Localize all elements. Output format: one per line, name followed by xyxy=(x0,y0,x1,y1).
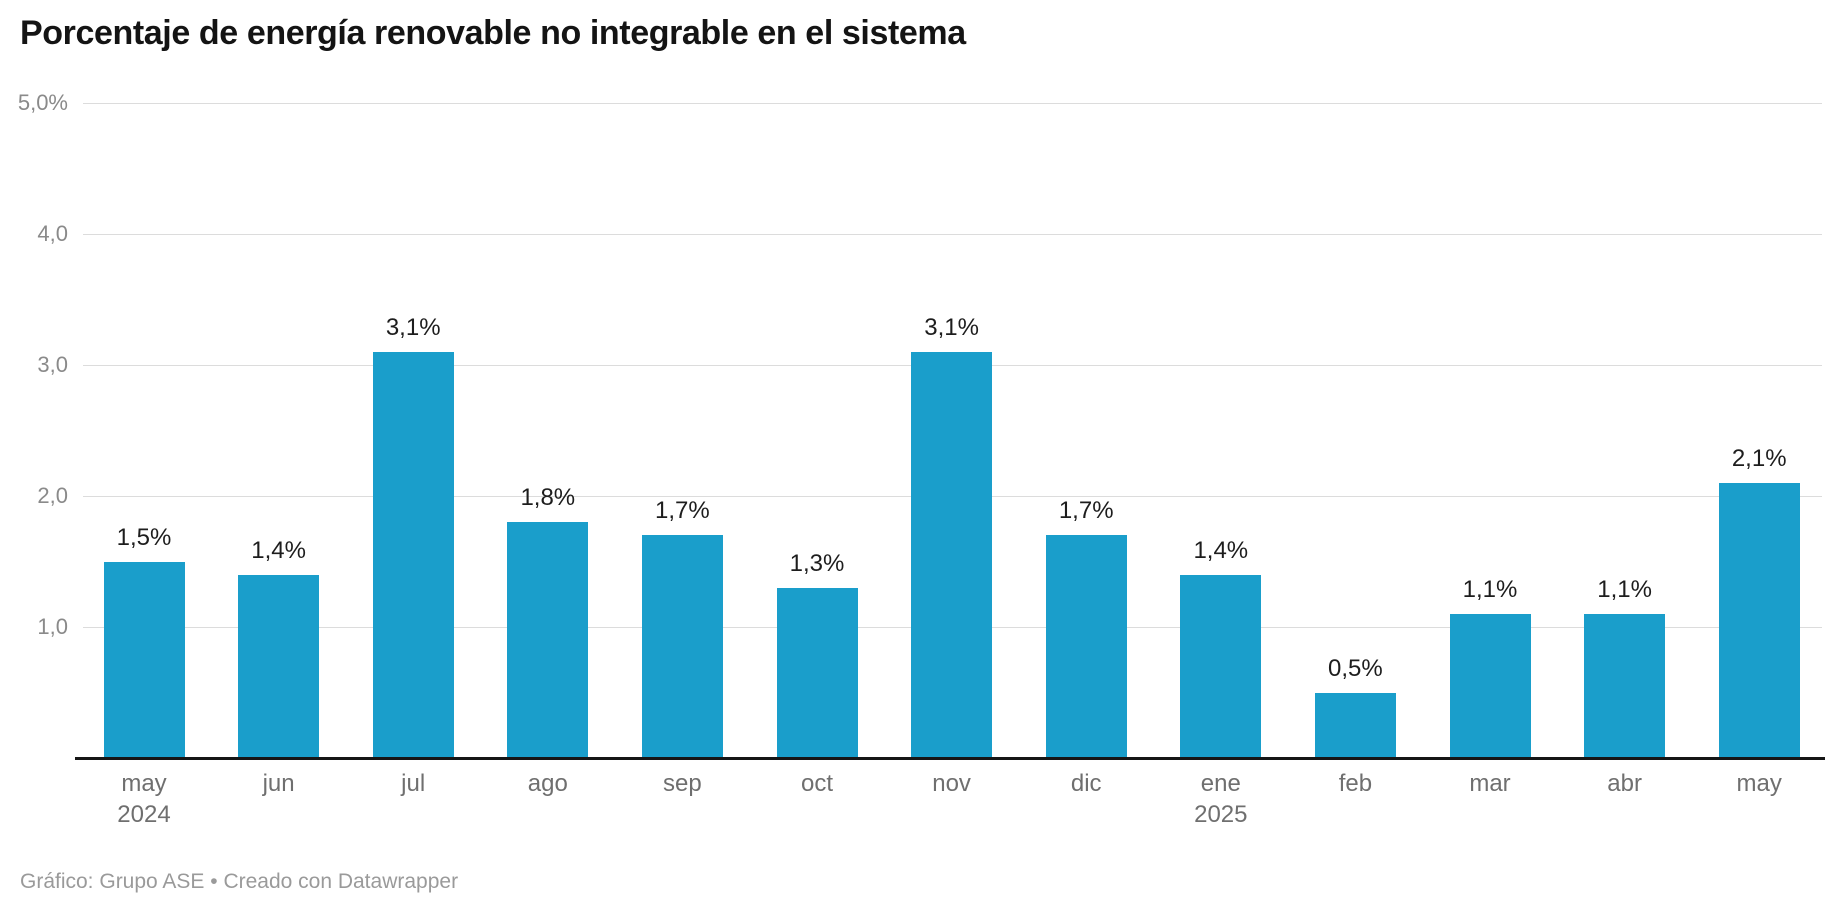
chart-footer: Gráfico: Grupo ASE • Creado con Datawrap… xyxy=(20,870,459,893)
gridline xyxy=(83,234,1822,235)
bar-feb[interactable] xyxy=(1314,692,1396,758)
x-axis-label: jul xyxy=(401,770,426,797)
x-axis-label: ene 2025 xyxy=(1194,770,1248,828)
value-label: 1,4% xyxy=(251,536,306,564)
x-axis-label: oct xyxy=(800,770,833,797)
y-tick-label: 2,0 xyxy=(37,483,68,508)
value-label: 1,3% xyxy=(789,549,845,577)
bar-jul[interactable] xyxy=(372,351,454,758)
y-tick-label: 1,0 xyxy=(37,614,68,639)
bar-abr[interactable] xyxy=(1584,613,1666,758)
x-axis-label: ago xyxy=(527,770,568,797)
x-axis-label: dic xyxy=(1070,770,1102,797)
value-label: 3,1% xyxy=(924,313,979,341)
bar-sep[interactable] xyxy=(641,535,723,758)
x-axis-label: jun xyxy=(262,770,295,797)
value-label: 1,1% xyxy=(1462,575,1518,603)
x-axis-label: sep xyxy=(663,770,702,797)
gridline xyxy=(83,103,1822,104)
value-label: 0,5% xyxy=(1328,654,1383,682)
value-label: 1,7% xyxy=(655,497,710,525)
x-axis-label: nov xyxy=(932,770,971,797)
bar-dic[interactable] xyxy=(1045,535,1127,758)
bar-jun[interactable] xyxy=(238,574,320,758)
bar-ene-2025[interactable] xyxy=(1180,574,1262,758)
bar-nov[interactable] xyxy=(911,351,993,758)
x-axis-label: feb xyxy=(1338,770,1373,797)
x-axis-line xyxy=(75,757,1825,760)
value-label: 1,5% xyxy=(116,523,172,551)
x-axis-label: may 2024 xyxy=(117,770,171,828)
bar-ago[interactable] xyxy=(507,522,589,758)
value-label: 3,1% xyxy=(385,313,441,341)
y-tick-label: 5,0% xyxy=(17,90,68,115)
bar-may-2024[interactable] xyxy=(103,561,185,758)
x-axis-label: mar xyxy=(1469,770,1511,797)
y-tick-label: 3,0 xyxy=(37,352,68,377)
value-label: 1,4% xyxy=(1193,536,1249,564)
value-label: 1,7% xyxy=(1058,497,1114,525)
x-axis-label: may xyxy=(1736,770,1782,797)
x-axis-label: abr xyxy=(1607,770,1642,797)
bar-may[interactable] xyxy=(1718,482,1800,758)
y-tick-label: 4,0 xyxy=(37,221,68,246)
chart-title: Porcentaje de energía renovable no integ… xyxy=(20,14,966,52)
value-label: 1,8% xyxy=(520,484,576,512)
value-label: 2,1% xyxy=(1731,444,1787,472)
bar-mar[interactable] xyxy=(1449,613,1531,758)
bar-oct[interactable] xyxy=(776,587,858,758)
value-label: 1,1% xyxy=(1597,575,1652,603)
